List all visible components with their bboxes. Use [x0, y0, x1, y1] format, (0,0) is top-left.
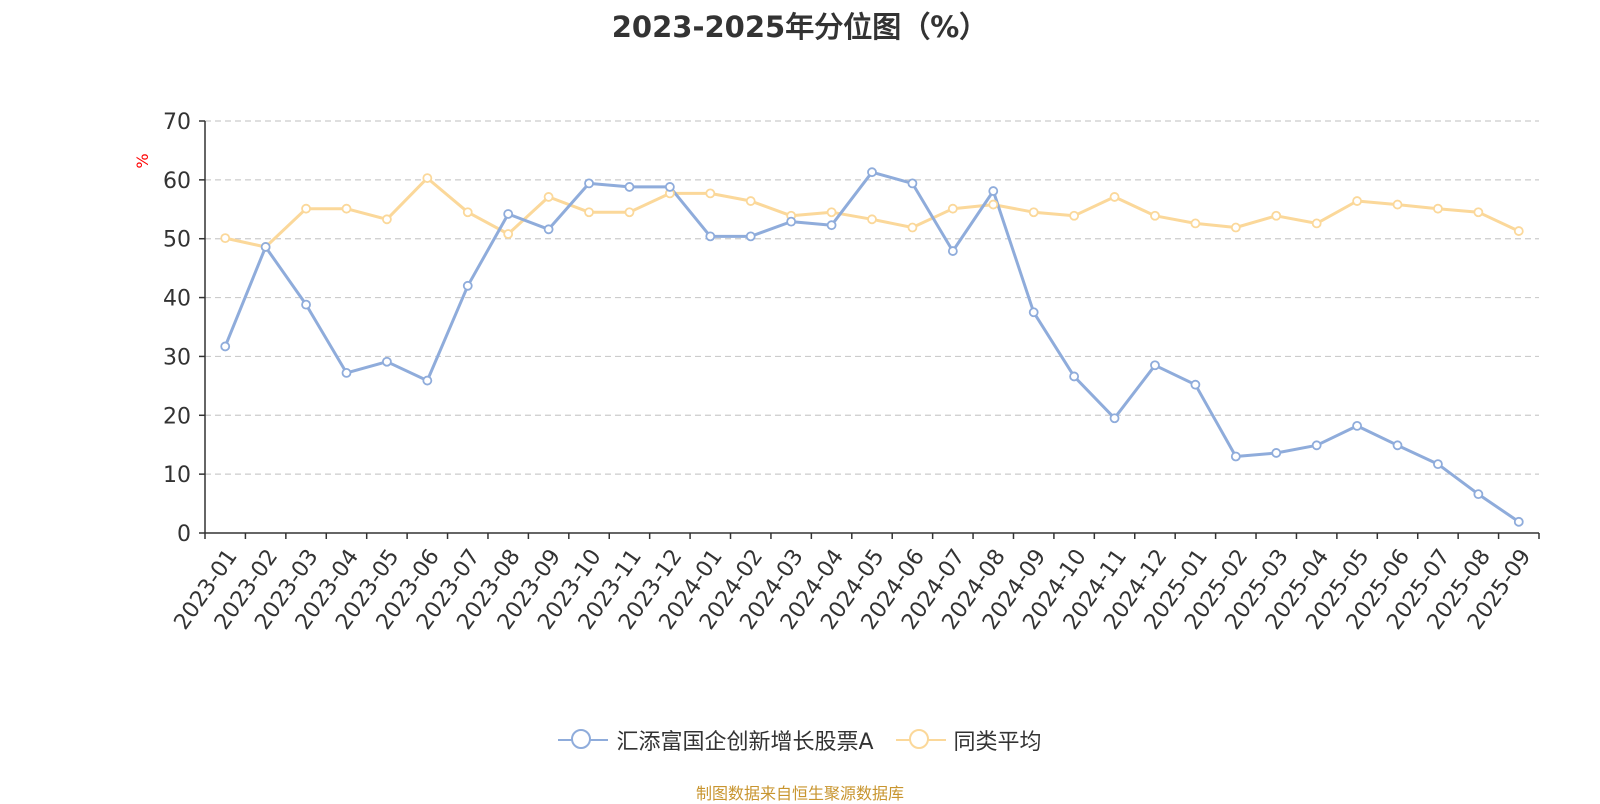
- series-b-point: [1069, 210, 1080, 221]
- series-a-point: [503, 209, 514, 219]
- y-tick-label: 40: [163, 287, 191, 312]
- y-tick-label: 10: [163, 463, 191, 488]
- series-b-point: [1190, 218, 1201, 229]
- series-b-point: [745, 196, 756, 206]
- series-b-point: [1433, 203, 1443, 214]
- series-a-point: [584, 178, 594, 189]
- series-lines: [223, 170, 1520, 524]
- series-a-point: [462, 280, 473, 291]
- series-a-point: [1190, 379, 1201, 390]
- source-note: 制图数据来自恒生聚源数据库: [695, 784, 904, 803]
- series-a-line: [223, 170, 1520, 524]
- legend-item-series-a[interactable]: 汇添富国企创新增长股票A: [558, 724, 874, 756]
- series-a-point: [907, 178, 918, 189]
- series-b-point: [1028, 207, 1039, 218]
- series-b-point: [947, 203, 958, 214]
- legend-label-series-b: 同类平均: [953, 730, 1042, 755]
- series-a-point: [1433, 459, 1443, 470]
- series-b-line: [224, 176, 1520, 249]
- series-a-point: [826, 220, 837, 231]
- series-b-point: [462, 207, 473, 218]
- y-tick-label: 0: [177, 522, 191, 547]
- series-b-point: [1150, 210, 1160, 221]
- y-tick-label: 70: [163, 110, 191, 135]
- series-a-point: [867, 167, 877, 178]
- series-b-point: [1311, 218, 1322, 229]
- series-b-point: [705, 188, 716, 199]
- y-axis-label: %: [133, 153, 152, 168]
- series-a-point: [988, 186, 999, 196]
- series-a-point: [382, 356, 392, 367]
- series-b-point: [1513, 226, 1524, 236]
- y-tick-label: 50: [163, 228, 191, 253]
- series-b-point: [624, 207, 635, 218]
- series-a-point: [220, 341, 231, 352]
- y-tick-label: 20: [163, 404, 191, 429]
- series-b-point: [988, 199, 999, 210]
- series-b-point: [341, 203, 352, 214]
- axes: [204, 121, 1539, 534]
- series-b-point: [867, 214, 877, 225]
- series-a-point: [1513, 516, 1524, 527]
- series-a-point: [745, 231, 756, 242]
- legend: 汇添富国企创新增长股票A 同类平均: [0, 724, 1600, 756]
- series-b-point: [422, 173, 433, 183]
- series-a-point: [1230, 451, 1241, 462]
- y-tick-label: 60: [163, 169, 191, 194]
- series-a-point: [1271, 448, 1282, 458]
- legend-swatch-series-b: [895, 728, 946, 752]
- series-b-point: [584, 207, 594, 218]
- series-a-point: [1150, 360, 1160, 371]
- series-b-point: [543, 192, 554, 202]
- series-a-point: [786, 216, 797, 227]
- series-a-point: [301, 299, 311, 310]
- series-a-point: [543, 224, 554, 235]
- legend-swatch-series-a: [558, 728, 609, 752]
- series-b-point: [1352, 196, 1362, 206]
- series-a-point: [422, 375, 433, 386]
- series-b-point: [382, 214, 392, 225]
- x-axis-ticks: 2023-012023-022023-032023-042023-052023-…: [170, 533, 1540, 635]
- series-b-point: [220, 233, 231, 244]
- series-b-point: [503, 229, 514, 239]
- legend-label-series-a: 汇添富国企创新增长股票A: [616, 730, 874, 755]
- series-b-point: [1230, 222, 1241, 233]
- series-a-point: [1311, 440, 1322, 451]
- series-b-point: [826, 207, 837, 218]
- chart-title: 2023-2025年分位图（%）: [611, 10, 989, 44]
- series-a-point: [705, 231, 716, 242]
- series-a-point: [1473, 489, 1484, 500]
- series-a-point: [1028, 307, 1039, 318]
- series-b-point: [1473, 207, 1484, 218]
- series-points: [220, 167, 1524, 527]
- series-a-point: [1352, 420, 1362, 431]
- y-axis-ticks: 0 10 20 30 40 50 60 70: [163, 110, 205, 547]
- series-b-point: [907, 222, 918, 233]
- series-a-point: [947, 246, 958, 256]
- series-b-point: [1109, 192, 1120, 202]
- series-a-point: [624, 182, 635, 192]
- series-b-point: [301, 203, 311, 214]
- series-a-point: [1069, 371, 1080, 382]
- series-a-point: [341, 368, 352, 378]
- series-a-point: [1109, 413, 1120, 424]
- y-tick-label: 30: [163, 345, 191, 370]
- series-b-point: [1392, 199, 1403, 210]
- series-a-point: [664, 182, 675, 192]
- series-b-point: [1271, 210, 1282, 221]
- legend-item-series-b[interactable]: 同类平均: [895, 724, 1042, 756]
- series-a-point: [1392, 440, 1403, 451]
- series-a-point: [260, 242, 271, 252]
